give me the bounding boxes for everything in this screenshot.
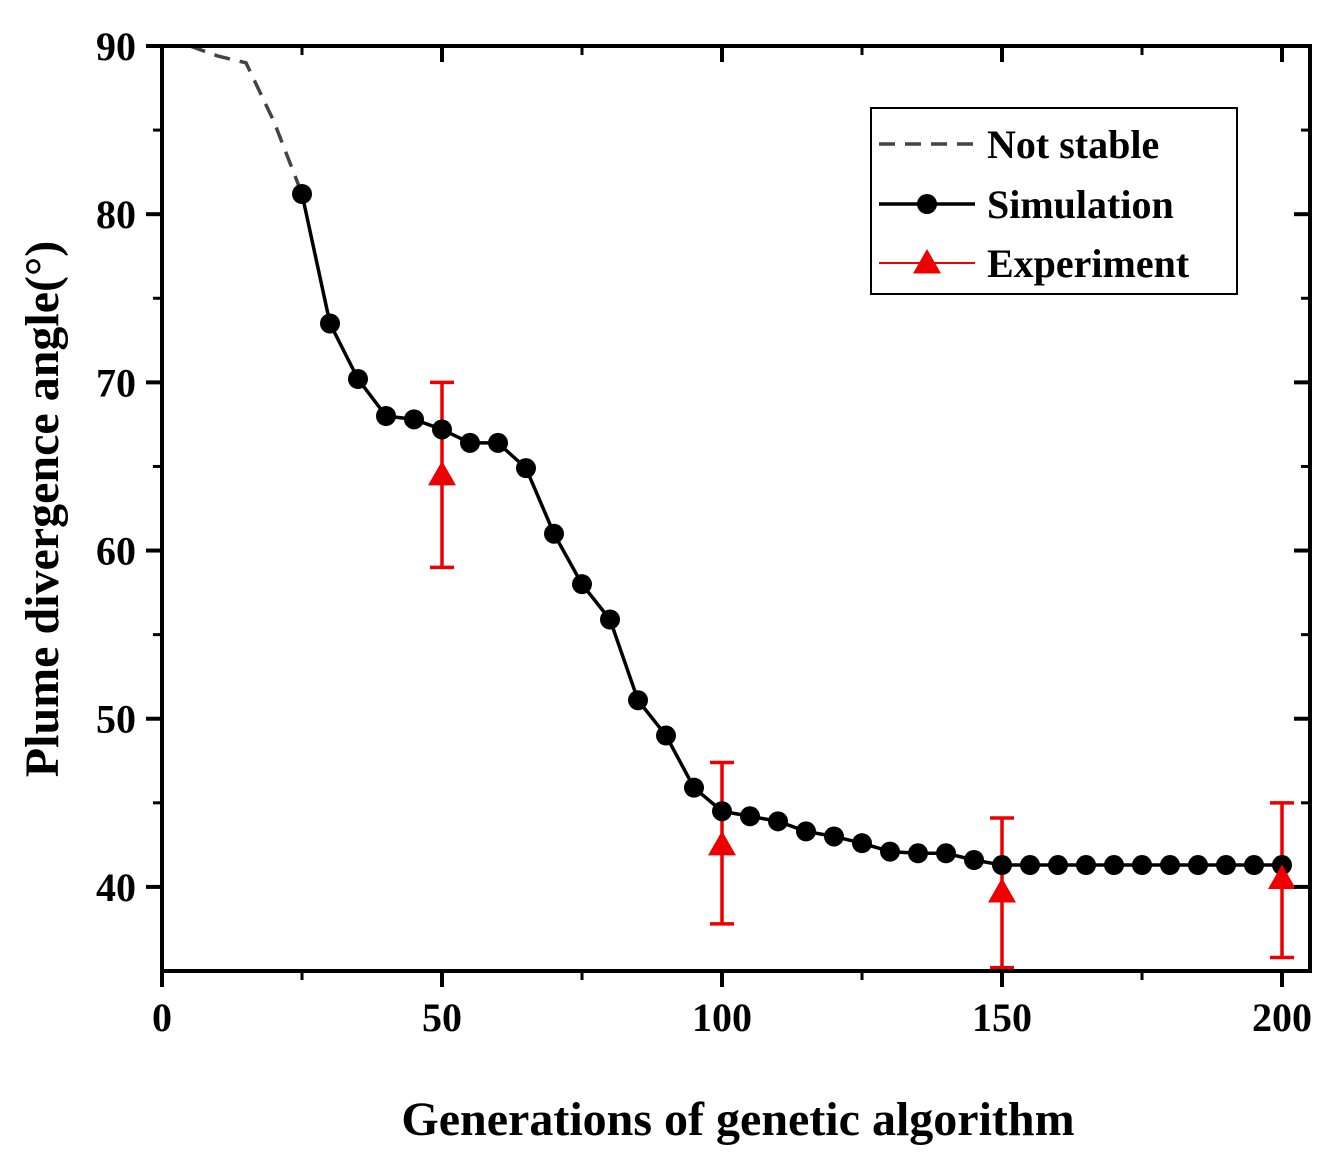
legend-item-not-stable: Not stable xyxy=(879,122,1159,167)
legend-item-experiment: Experiment xyxy=(879,241,1190,286)
simulation-point xyxy=(600,609,620,630)
legend: Not stable Simulation Experiment xyxy=(870,107,1238,295)
simulation-point xyxy=(320,313,340,334)
simulation-point xyxy=(656,725,676,746)
simulation-point xyxy=(1104,855,1124,876)
simulation-point xyxy=(768,811,788,832)
simulation-point xyxy=(712,801,732,822)
simulation-point xyxy=(684,777,704,798)
experiment-point xyxy=(428,460,456,486)
x-tick-label: 0 xyxy=(152,995,172,1040)
legend-item-simulation: Simulation xyxy=(879,182,1174,227)
experiment-point xyxy=(988,877,1016,903)
y-tick-label: 70 xyxy=(96,360,136,405)
simulation-point xyxy=(1216,855,1236,876)
simulation-point xyxy=(1160,855,1180,876)
simulation-point xyxy=(936,843,956,864)
simulation-point xyxy=(376,406,396,426)
y-tick-label: 60 xyxy=(96,529,136,574)
simulation-point xyxy=(348,369,368,389)
y-axis-title: Plume divergence angle(°) xyxy=(16,241,69,777)
simulation-point xyxy=(880,841,900,862)
simulation-point xyxy=(544,523,564,544)
legend-label-experiment: Experiment xyxy=(987,241,1190,286)
simulation-point xyxy=(292,184,312,204)
simulation-point xyxy=(908,843,928,864)
simulation-point xyxy=(1076,855,1096,876)
plot-frame xyxy=(160,44,1312,973)
experiment-point xyxy=(1268,864,1296,889)
experiment-point xyxy=(708,830,736,856)
legend-label-not-stable: Not stable xyxy=(987,122,1159,167)
simulation-point xyxy=(628,690,648,711)
simulation-point xyxy=(1132,855,1152,876)
x-tick-label: 100 xyxy=(692,995,752,1040)
simulation-point xyxy=(796,821,816,842)
simulation-point xyxy=(964,850,984,870)
simulation-point xyxy=(852,833,872,854)
x-tick-label: 200 xyxy=(1252,995,1312,1040)
simulation-point xyxy=(824,826,844,847)
y-tick-label: 80 xyxy=(96,192,136,237)
x-tick-label: 50 xyxy=(422,995,462,1040)
simulation-point xyxy=(572,574,592,595)
simulation-point xyxy=(460,432,480,453)
simulation-point xyxy=(1244,855,1264,876)
y-tick-label: 90 xyxy=(96,24,136,69)
simulation-point xyxy=(404,409,424,430)
simulation-point xyxy=(1020,855,1040,876)
simulation-point xyxy=(488,432,508,453)
legend-swatch-simulation-marker xyxy=(917,194,937,214)
series-layer xyxy=(189,44,1296,970)
axes-layer: 0 50 100 150 200 40 50 60 70 80 90 xyxy=(96,24,1312,1040)
simulation-point xyxy=(1188,855,1208,876)
x-axis-title: Generations of genetic algorithm xyxy=(401,1093,1074,1146)
not-stable-line xyxy=(189,44,304,195)
y-tick-label: 50 xyxy=(96,697,136,742)
simulation-point xyxy=(516,458,536,479)
simulation-point xyxy=(1048,855,1068,876)
x-tick-label: 150 xyxy=(972,995,1032,1040)
legend-swatch-experiment-marker xyxy=(913,249,941,274)
simulation-point xyxy=(992,855,1012,876)
y-tick-label: 40 xyxy=(96,865,136,910)
legend-label-simulation: Simulation xyxy=(987,182,1174,227)
simulation-point xyxy=(432,419,452,440)
simulation-point xyxy=(740,806,760,827)
